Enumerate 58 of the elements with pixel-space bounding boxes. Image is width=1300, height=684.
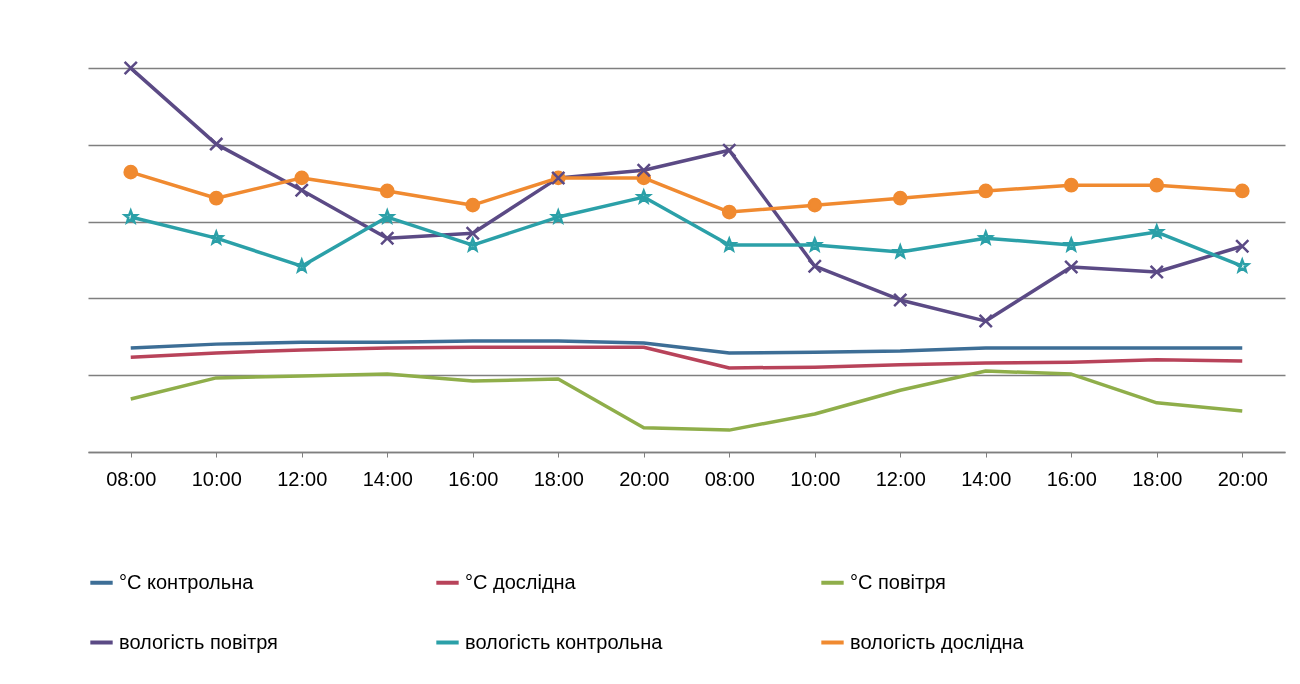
x-tick-label: 12:00 <box>277 467 328 490</box>
point <box>892 292 908 308</box>
point <box>123 164 139 180</box>
x-tick-label: 12:00 <box>875 467 926 490</box>
point <box>379 230 395 246</box>
point <box>208 190 224 206</box>
point <box>294 256 311 274</box>
x-tick-label: 16:00 <box>448 467 499 490</box>
point <box>721 204 737 220</box>
legend-label: вологість повітря <box>119 630 278 653</box>
point <box>978 183 994 199</box>
legend-label: °C контрольна <box>119 570 255 593</box>
point <box>465 197 481 213</box>
point <box>379 183 395 199</box>
x-tick-label: 10:00 <box>790 467 841 490</box>
point <box>978 313 994 329</box>
point <box>209 228 226 246</box>
x-tick-label: 20:00 <box>1217 467 1268 490</box>
point <box>1234 256 1252 274</box>
point <box>1063 259 1079 275</box>
point <box>121 207 140 225</box>
point <box>892 190 908 206</box>
point <box>294 170 310 186</box>
x-tick-label: 08:00 <box>106 467 157 490</box>
point <box>549 207 566 225</box>
point <box>123 60 139 76</box>
point <box>1149 264 1165 280</box>
point <box>378 207 397 225</box>
x-tick-label: 10:00 <box>191 467 242 490</box>
point <box>805 235 824 253</box>
x-tick-label: 08:00 <box>704 467 755 490</box>
point <box>636 162 652 178</box>
point <box>1062 235 1079 253</box>
point <box>465 225 481 241</box>
point <box>1234 238 1250 254</box>
point <box>807 197 823 213</box>
x-tick-label: 16:00 <box>1046 467 1097 490</box>
legend-label: °C повітря <box>850 570 946 593</box>
x-tick-label: 18:00 <box>1132 467 1183 490</box>
point <box>720 235 739 253</box>
point <box>807 258 823 274</box>
point <box>976 228 995 246</box>
point <box>1149 177 1165 193</box>
point <box>208 136 224 152</box>
point <box>1147 222 1166 240</box>
point <box>1063 177 1079 193</box>
legend-label: °C дослідна <box>465 570 577 593</box>
legend-label: вологість контрольна <box>465 630 664 653</box>
x-tick-label: 14:00 <box>961 467 1012 490</box>
x-tick-label: 14:00 <box>362 467 413 490</box>
point <box>634 187 653 205</box>
point <box>721 142 737 158</box>
point <box>891 242 908 260</box>
legend-label: вологість дослідна <box>850 630 1025 653</box>
point <box>1234 183 1250 199</box>
point <box>294 182 310 198</box>
x-tick-label: 20:00 <box>619 467 670 490</box>
x-tick-label: 18:00 <box>533 467 584 490</box>
